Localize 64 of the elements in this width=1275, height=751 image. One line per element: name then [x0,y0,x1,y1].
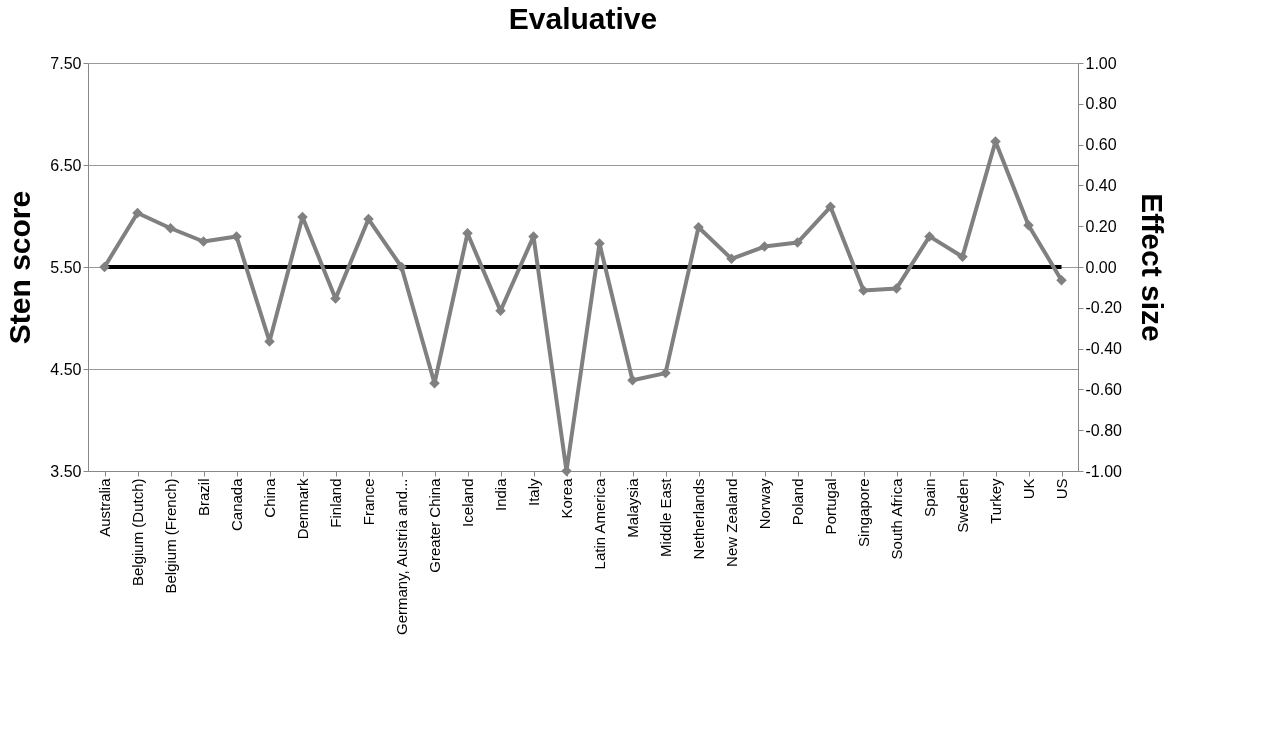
point [99,261,110,273]
point [726,253,737,265]
x-tick-label: New Zealand [723,478,740,567]
x-tick-label: Australia [96,477,113,537]
x-tick-label: Latin America [591,477,608,570]
point [627,374,638,386]
y2-tick-label: 0.60 [1085,136,1117,154]
x-tick-label: Sweden [954,478,971,533]
y2-tick-label: -1.00 [1085,462,1123,480]
x-tick-label: Middle East [657,477,674,557]
point [1023,219,1034,231]
x-tick-label: Netherlands [690,478,707,560]
x-tick-label: Germany, Austria and... [393,478,410,635]
x-tick-label: Brazil [195,478,212,517]
x-tick-label: South Africa [888,477,905,560]
x-tick-label: Turkey [987,478,1004,524]
point [660,367,671,379]
x-tick-label: Greater China [426,477,443,573]
x-tick-label: Norway [756,478,773,530]
x-tick-label: Denmark [294,478,311,540]
y2-tick-label: 1.00 [1085,54,1117,72]
y2-tick-label: 0.20 [1085,217,1117,235]
point [165,223,176,234]
x-tick-label: Italy [525,478,542,507]
x-tick-label: Canada [228,477,245,532]
x-tick-label: Korea [558,477,575,519]
y-tick-label: 5.50 [50,258,82,276]
x-tick-label: India [492,477,509,512]
y2-tick-label: -0.80 [1085,421,1123,439]
point [363,213,374,225]
y2-axis-title: Effect size [1135,193,1169,342]
x-tick-label: France [360,478,377,526]
point [957,251,968,263]
y-axis-title: Sten score [3,190,37,345]
x-tick-label: UK [1020,478,1037,500]
point [1056,275,1067,286]
y2-tick-label: -0.60 [1085,380,1123,398]
y-tick-label: 7.50 [50,54,82,72]
y-tick-label: 3.50 [50,462,82,480]
x-tick-label: Poland [789,478,806,526]
point [132,207,143,219]
chart-title: Evaluative [508,2,658,35]
x-tick-label: China [261,477,278,518]
point [924,231,935,242]
point [693,221,704,233]
x-tick-label: Iceland [459,478,476,527]
point [396,261,407,273]
point [825,201,836,213]
y-tick-label: 6.50 [50,156,82,174]
x-tick-label: Belgium (Dutch) [129,478,146,587]
y2-tick-label: -0.20 [1085,299,1123,317]
y2-tick-label: 0.00 [1085,258,1117,276]
x-tick-label: Malaysia [624,477,641,538]
x-tick-label: Finland [327,478,344,528]
x-tick-label: Portugal [822,478,839,535]
x-tick-label: Spain [921,478,938,517]
point [495,305,506,317]
x-tick-label: Singapore [855,478,872,547]
x-tick-label: Belgium (French) [162,478,179,594]
y2-tick-label: 0.40 [1085,176,1117,194]
y-tick-label: 4.50 [50,360,82,378]
y2-tick-label: -0.40 [1085,340,1123,358]
y2-tick-label: 0.80 [1085,95,1117,113]
x-tick-label: US [1053,478,1070,500]
